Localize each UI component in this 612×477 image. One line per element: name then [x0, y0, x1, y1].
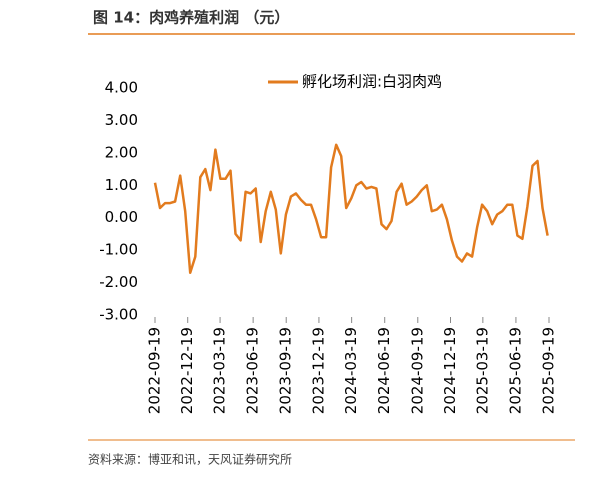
y-tick-label: 3.00	[105, 111, 138, 129]
x-tick-label: 2025-03-19	[473, 327, 491, 414]
x-tick-label: 2022-09-19	[146, 327, 164, 414]
source: 资料来源：博亚和讯，天风证券研究所	[88, 452, 292, 467]
y-tick-label: -3.00	[99, 306, 138, 324]
y-tick-label: 2.00	[105, 143, 138, 161]
x-tick-label: 2025-06-19	[506, 327, 524, 414]
legend-label: 孵化场利润:白羽肉鸡	[302, 73, 442, 91]
series-line	[153, 143, 549, 275]
x-tick-label: 2022-12-19	[178, 327, 196, 414]
x-tick-label: 2023-06-19	[244, 327, 262, 414]
y-tick-label: -2.00	[99, 273, 138, 291]
x-tick-label: 2024-12-19	[441, 327, 459, 414]
y-tick-label: 0.00	[105, 208, 138, 226]
x-tick-label: 2023-09-19	[277, 327, 295, 414]
y-tick-label: -1.00	[99, 241, 138, 259]
y-tick-label: 4.00	[105, 79, 138, 97]
x-tick-label: 2024-09-19	[408, 327, 426, 414]
x-tick-label: 2023-12-19	[309, 327, 327, 414]
x-tick-label: 2024-06-19	[375, 327, 393, 414]
y-tick-label: 1.00	[105, 176, 138, 194]
x-tick-label: 2025-09-19	[540, 327, 558, 414]
x-tick-label: 2023-03-19	[211, 327, 229, 414]
chart-title: 图 14：肉鸡养殖利润 （元）	[93, 9, 289, 27]
x-tick-label: 2024-03-19	[342, 327, 360, 414]
